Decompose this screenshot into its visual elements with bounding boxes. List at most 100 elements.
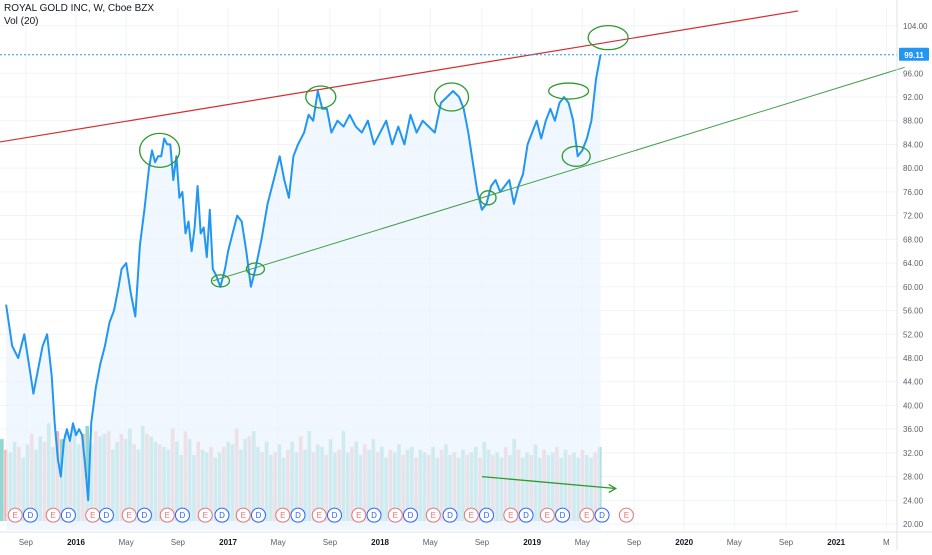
earnings-marker-label: E — [356, 511, 361, 520]
y-tick-label: 28.00 — [903, 473, 924, 482]
earnings-marker — [197, 507, 213, 523]
y-tick-label: 48.00 — [903, 354, 924, 363]
earnings-marker-label: E — [90, 511, 95, 520]
earnings-marker-label: E — [317, 511, 322, 520]
dividend-marker — [594, 507, 610, 523]
earnings-marker-label: E — [584, 511, 589, 520]
earnings-marker-label: E — [127, 511, 132, 520]
dividend-marker-label: D — [295, 511, 301, 520]
y-tick-label: 72.00 — [903, 212, 924, 221]
dividend-marker — [60, 507, 76, 523]
earnings-marker — [503, 507, 519, 523]
earnings-marker-label: E — [241, 511, 246, 520]
dividend-marker — [402, 507, 418, 523]
y-tick-label: 96.00 — [903, 69, 924, 78]
earnings-marker — [425, 507, 441, 523]
dividend-marker — [22, 507, 38, 523]
y-tick-label: 104.00 — [903, 22, 928, 31]
dividend-marker — [290, 507, 306, 523]
x-tick-label: 2016 — [67, 538, 85, 547]
x-tick-label: M — [883, 538, 890, 547]
dividend-marker-label: D — [142, 511, 148, 520]
annotation-circle — [547, 82, 590, 100]
earnings-marker — [387, 507, 403, 523]
dividend-marker — [555, 507, 571, 523]
x-tick-label: 2019 — [523, 538, 541, 547]
earnings-marker — [45, 507, 61, 523]
earnings-marker-label: E — [393, 511, 398, 520]
x-tick-label: 2020 — [675, 538, 693, 547]
dividend-marker — [174, 507, 190, 523]
annotation-circle — [305, 85, 337, 109]
y-tick-label: 92.00 — [903, 93, 924, 102]
y-tick-label: 32.00 — [903, 449, 924, 458]
earnings-marker — [463, 507, 479, 523]
earnings-marker-label: E — [165, 511, 170, 520]
annotation-arrow-line — [481, 475, 616, 490]
y-tick-label: 56.00 — [903, 307, 924, 316]
x-tick-label: 2018 — [371, 538, 389, 547]
y-tick-label: 76.00 — [903, 188, 924, 197]
earnings-marker-label: E — [203, 511, 208, 520]
y-tick-label: 44.00 — [903, 378, 924, 387]
dividend-marker-label: D — [104, 511, 110, 520]
dividend-marker-label: D — [447, 511, 453, 520]
x-tick-label: May — [423, 538, 438, 547]
resistance-trendline — [0, 10, 799, 143]
dividend-marker — [442, 507, 458, 523]
annotation-circle — [210, 274, 231, 288]
volume-bar — [85, 425, 90, 522]
earnings-marker — [351, 507, 367, 523]
dividend-marker-label: D — [219, 511, 225, 520]
dividend-marker — [366, 507, 382, 523]
y-tick-label: 36.00 — [903, 425, 924, 434]
dividend-marker — [214, 507, 230, 523]
x-tick-label: Sep — [171, 538, 186, 547]
x-tick-label: Sep — [323, 538, 338, 547]
earnings-marker — [618, 507, 634, 523]
x-tick-label: Sep — [19, 538, 34, 547]
annotation-circle — [138, 132, 181, 169]
dividend-marker-label: D — [560, 511, 566, 520]
y-tick-label: 60.00 — [903, 283, 924, 292]
last-price-label: 99.11 — [904, 51, 924, 60]
earnings-marker-label: E — [280, 511, 285, 520]
dividend-marker-label: D — [484, 511, 490, 520]
price-line — [5, 54, 602, 502]
dividend-marker-label: D — [599, 511, 605, 520]
annotation-arrow-head — [608, 483, 618, 494]
dividend-marker — [250, 507, 266, 523]
annotation-circle — [245, 262, 266, 276]
chart-title: ROYAL GOLD INC, W, Cboe BZX — [4, 3, 155, 14]
dividend-marker — [98, 507, 114, 523]
dividend-marker-label: D — [371, 511, 377, 520]
annotation-circle — [433, 82, 470, 112]
y-tick-label: 64.00 — [903, 259, 924, 268]
annotation-circle — [587, 25, 629, 51]
y-tick-label: 88.00 — [903, 117, 924, 126]
x-tick-label: Sep — [779, 538, 794, 547]
dividend-marker — [479, 507, 495, 523]
price-area — [6, 54, 601, 531]
x-tick-label: Sep — [475, 538, 490, 547]
y-tick-label: 52.00 — [903, 330, 924, 339]
y-tick-label: 24.00 — [903, 496, 924, 505]
earnings-marker — [121, 507, 137, 523]
dividend-marker-label: D — [256, 511, 262, 520]
earnings-marker-label: E — [469, 511, 474, 520]
earnings-marker — [235, 507, 251, 523]
y-tick-label: 80.00 — [903, 164, 924, 173]
earnings-marker — [275, 507, 291, 523]
earnings-marker-label: E — [51, 511, 56, 520]
dividend-marker-label: D — [332, 511, 338, 520]
earnings-marker-label: E — [508, 511, 513, 520]
x-tick-label: 2021 — [827, 538, 845, 547]
volume-indicator-label: Vol (20) — [4, 16, 39, 27]
last-price-badge — [899, 47, 929, 61]
x-tick-label: Sep — [627, 538, 642, 547]
dividend-marker-label: D — [180, 511, 186, 520]
x-tick-label: 2017 — [219, 538, 237, 547]
earnings-marker — [311, 507, 327, 523]
